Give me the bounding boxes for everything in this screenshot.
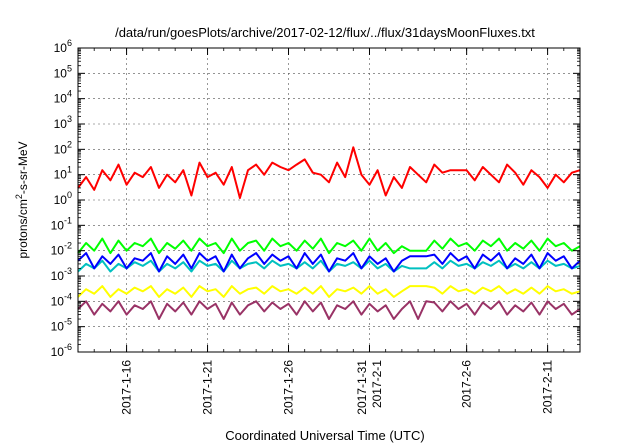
chart-title: /data/run/goesPlots/archive/2017-02-12/f…: [115, 25, 535, 40]
y-tick-label-base: 10: [54, 66, 68, 80]
y-tick-label: 104: [54, 89, 72, 106]
y-axis-label: protons/cm2-s-sr-MeV: [14, 141, 30, 258]
series-line-2: [77, 237, 581, 255]
y-tick-label-exponent: -2: [64, 241, 72, 251]
y-tick-label-exponent: -1: [64, 215, 72, 225]
y-tick-label-exponent: 4: [67, 89, 72, 99]
x-tick-labels: 2017-1-16 2017-1-21 2017-1-26 2017-1-31 2017…: [120, 360, 555, 415]
series-line-6: [77, 300, 581, 320]
y-tick-label-exponent: -4: [64, 291, 72, 301]
series-line-4: [77, 252, 581, 273]
y-tick-label-base: 10: [51, 294, 65, 308]
y-tick-label: 10-4: [51, 291, 72, 308]
y-tick-label: 10-1: [51, 215, 72, 232]
y-tick-label-base: 10: [54, 117, 68, 131]
y-tick-label-exponent: 3: [67, 114, 72, 124]
y-tick-label-exponent: 6: [67, 38, 72, 48]
y-tick-label: 100: [54, 190, 72, 207]
y-tick-label-base: 10: [54, 41, 68, 55]
y-tick-label-base: 10: [51, 345, 65, 359]
y-tick-label-exponent: -5: [64, 317, 72, 327]
y-tick-label: 10-2: [51, 241, 72, 258]
y-tick-label-exponent: 0: [67, 190, 72, 200]
y-tick-label-exponent: 5: [67, 63, 72, 73]
y-tick-label-base: 10: [51, 320, 65, 334]
y-tick-label-exponent: 2: [67, 139, 72, 149]
grid-lines: [78, 48, 580, 352]
y-tick-labels: 10-610-510-410-310-210-11001011021031041…: [51, 38, 72, 359]
y-tick-label-base: 10: [51, 244, 65, 258]
y-axis-label-base: protons/cm: [16, 199, 30, 258]
ticks: [78, 47, 580, 353]
y-tick-label: 101: [54, 165, 72, 182]
y-tick-label-base: 10: [51, 269, 65, 283]
x-tick-label: 2017-1-16: [120, 360, 134, 415]
y-tick-label-exponent: 1: [67, 165, 72, 175]
y-axis-label-rest: -s-sr-MeV: [16, 141, 30, 194]
y-tick-label: 102: [54, 139, 72, 156]
y-tick-label: 106: [54, 38, 72, 55]
series-line-1: [77, 146, 581, 199]
y-tick-label-base: 10: [54, 168, 68, 182]
y-tick-label: 105: [54, 63, 72, 80]
y-tick-label-base: 10: [51, 218, 65, 232]
x-tick-label: 2017-2-1: [370, 360, 384, 408]
y-tick-label: 10-5: [51, 317, 72, 334]
y-tick-label: 10-3: [51, 266, 72, 283]
y-tick-label: 10-6: [51, 342, 72, 359]
x-tick-label: 2017-1-26: [282, 360, 296, 415]
y-tick-label: 103: [54, 114, 72, 131]
series-group: [77, 146, 581, 320]
series-line-5: [77, 285, 581, 298]
y-tick-label-exponent: -3: [64, 266, 72, 276]
x-axis-label: Coordinated Universal Time (UTC): [225, 428, 424, 443]
x-tick-label: 2017-1-21: [201, 360, 215, 415]
x-tick-label: 2017-2-11: [541, 360, 555, 414]
y-tick-label-exponent: -6: [64, 342, 72, 352]
y-tick-label-base: 10: [54, 193, 68, 207]
x-tick-label: 2017-1-31: [355, 360, 369, 415]
y-axis-label-sup: 2: [14, 194, 24, 199]
y-tick-label-base: 10: [54, 142, 68, 156]
y-tick-label-base: 10: [54, 92, 68, 106]
x-tick-label: 2017-2-6: [460, 360, 474, 408]
